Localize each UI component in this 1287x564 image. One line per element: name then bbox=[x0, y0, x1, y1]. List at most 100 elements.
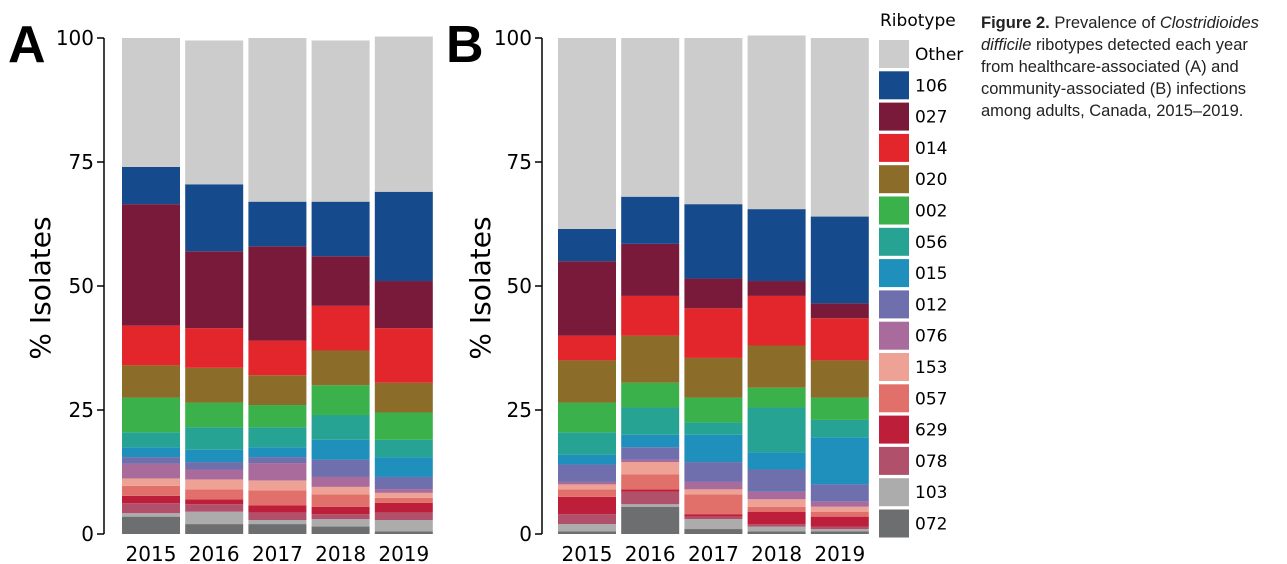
panel-a-bar-2016-segment-153 bbox=[185, 479, 244, 490]
panel-b-bar-2019-segment-076 bbox=[810, 501, 869, 507]
panel-a-bar-2016-segment-103 bbox=[185, 511, 244, 525]
panel-a-x-tick-label-2018: 2018 bbox=[315, 542, 366, 564]
panel-a-bar-2018-segment-056 bbox=[311, 414, 370, 440]
panel-b-bar-2015-segment-057 bbox=[558, 489, 616, 497]
panel-a-bar-2018-segment-106 bbox=[311, 201, 370, 257]
panel-a-bar-2015-segment-012 bbox=[122, 457, 180, 464]
panel-b-x-tick-label-2018: 2018 bbox=[751, 542, 802, 564]
legend-swatch-014 bbox=[879, 133, 909, 162]
panel-a-bar-2016-segment-002 bbox=[185, 402, 244, 428]
panel-b-bar-2015-segment-072 bbox=[558, 531, 616, 534]
panel-b-bar-2019-segment-020 bbox=[810, 360, 869, 398]
panel-b-bar-2016-segment-027 bbox=[621, 243, 680, 296]
panel-b-y-tick-label-100: 100 bbox=[494, 26, 532, 50]
panel-b-bar-2019-segment-015 bbox=[810, 437, 869, 485]
panel-a-bar-2015-segment-153 bbox=[122, 478, 180, 486]
panel-a-bar-2018-segment-076 bbox=[311, 476, 370, 487]
panel-b-bar-2018-segment-057 bbox=[747, 506, 806, 512]
panel-b-bar-2017-segment-057 bbox=[684, 494, 743, 515]
panel-a-bar-2017-segment-027 bbox=[248, 246, 307, 341]
panel-b-bar-2016-segment-Other bbox=[621, 38, 680, 197]
legend-label-027: 027 bbox=[915, 108, 947, 128]
panel-a: A % Isolates 0 25 50 75 100 2015 2016 2017 2018 2… bbox=[8, 16, 433, 564]
legend-label-014: 014 bbox=[915, 139, 947, 159]
panel-b-bar-2016-segment-072 bbox=[621, 506, 680, 534]
panel-a-x-tick-label-2017: 2017 bbox=[252, 542, 303, 564]
panel-a-bar-2018-segment-020 bbox=[311, 350, 370, 386]
panel-b-bar-2015-segment-014 bbox=[558, 335, 616, 361]
legend-swatch-106 bbox=[879, 71, 909, 100]
panel-a-bar-2016-segment-057 bbox=[185, 489, 244, 500]
legend-swatch-057 bbox=[879, 384, 909, 413]
panel-a-bar-2016-segment-014 bbox=[185, 328, 244, 368]
panel-a-bar-2015-segment-072 bbox=[122, 516, 180, 534]
panel-a-bar-2019-segment-027 bbox=[374, 281, 433, 329]
panel-b-bar-2016-segment-014 bbox=[621, 295, 680, 336]
panel-b-bar-2015-segment-012 bbox=[558, 464, 616, 482]
panel-b-bar-2017-segment-027 bbox=[684, 278, 743, 309]
panel-b-bar-2016-segment-056 bbox=[621, 407, 680, 435]
panel-a-y-tick-label-75: 75 bbox=[69, 150, 94, 174]
legend-swatch-020 bbox=[879, 165, 909, 194]
panel-a-bar-2017-segment-076 bbox=[248, 463, 307, 481]
panel-b-bar-2017-segment-153 bbox=[684, 489, 743, 495]
panel-b-bar-2017-segment-078 bbox=[684, 516, 743, 520]
panel-b-bar-2018-segment-020 bbox=[747, 345, 806, 388]
panel-a-bar-2019-segment-076 bbox=[374, 489, 433, 493]
panel-a-bar-2018-segment-002 bbox=[311, 385, 370, 415]
panel-b-bar-2015-segment-106 bbox=[558, 228, 616, 262]
panel-a-bar-2019-segment-014 bbox=[374, 328, 433, 383]
legend-label-106: 106 bbox=[915, 76, 947, 96]
panel-a-bar-2017-segment-002 bbox=[248, 405, 307, 428]
panel-b-bar-2016-segment-103 bbox=[621, 504, 680, 507]
panel-b-bar-2018-segment-002 bbox=[747, 387, 806, 408]
panel-b-bar-2015-segment-056 bbox=[558, 432, 616, 455]
panel-b-x-tick-label-2017: 2017 bbox=[688, 542, 739, 564]
panel-b-bar-2018-segment-012 bbox=[747, 469, 806, 492]
panel-b-bar-2019-segment-012 bbox=[810, 484, 869, 502]
panel-b-bar-2018-segment-015 bbox=[747, 452, 806, 470]
panel-b-bar-2015-segment-629 bbox=[558, 496, 616, 515]
panel-b-x-tick-label-2015: 2015 bbox=[562, 542, 613, 564]
legend-label-056: 056 bbox=[915, 233, 947, 253]
panel-b-bar-2016-segment-012 bbox=[621, 447, 680, 460]
panel-b-y-tick-label-0: 0 bbox=[519, 522, 532, 546]
legend-label-020: 020 bbox=[915, 170, 947, 190]
panel-a-bar-2015-segment-002 bbox=[122, 397, 180, 433]
panel-a-bar-2017-segment-056 bbox=[248, 427, 307, 448]
legend-swatch-012 bbox=[879, 290, 909, 319]
panel-a-x-tick-label-2019: 2019 bbox=[378, 542, 429, 564]
panel-a-bar-2019-segment-153 bbox=[374, 492, 433, 498]
panel-a-bar-2018-segment-012 bbox=[311, 459, 370, 477]
panel-b-bar-2016-segment-015 bbox=[621, 434, 680, 448]
panel-b-x-tick-label-2019: 2019 bbox=[814, 542, 865, 564]
panel-a-bar-2019-segment-002 bbox=[374, 412, 433, 440]
panel-b-bar-2019-segment-002 bbox=[810, 397, 869, 420]
panel-a-bar-2015-segment-057 bbox=[122, 485, 180, 496]
panel-a-bar-2019-segment-072 bbox=[374, 531, 433, 534]
panel-a-bar-2016-segment-106 bbox=[185, 184, 244, 252]
panel-a-bar-2016-segment-015 bbox=[185, 449, 244, 463]
panel-a-bar-2017-segment-057 bbox=[248, 490, 307, 506]
panel-b-bar-2019-segment-103 bbox=[810, 529, 869, 532]
legend-label-629: 629 bbox=[915, 421, 947, 441]
panel-a-bar-2018-segment-Other bbox=[311, 40, 370, 202]
panel-a-bar-2017-segment-078 bbox=[248, 512, 307, 521]
panel-a-bar-2017-segment-012 bbox=[248, 457, 307, 464]
panel-a-bar-2018-segment-629 bbox=[311, 506, 370, 515]
panel-a-bar-2016-segment-020 bbox=[185, 367, 244, 403]
panel-b-bar-2015-segment-Other bbox=[558, 38, 616, 229]
panel-b-y-tick-label-25: 25 bbox=[507, 398, 532, 422]
panel-a-bar-2015-segment-014 bbox=[122, 325, 180, 366]
legend-label-076: 076 bbox=[915, 327, 947, 347]
panel-b-bar-2018-segment-106 bbox=[747, 209, 806, 282]
panel-a-bar-2019-segment-078 bbox=[374, 512, 433, 521]
panel-b-bar-2018-segment-014 bbox=[747, 295, 806, 346]
legend-label-103: 103 bbox=[915, 483, 947, 503]
panel-b-bar-2017-segment-629 bbox=[684, 514, 743, 517]
panel-a-bar-2015-segment-Other bbox=[122, 38, 180, 167]
panel-a-bar-2016-segment-076 bbox=[185, 469, 244, 480]
legend-label-078: 078 bbox=[915, 452, 947, 472]
legend-label-012: 012 bbox=[915, 295, 947, 315]
